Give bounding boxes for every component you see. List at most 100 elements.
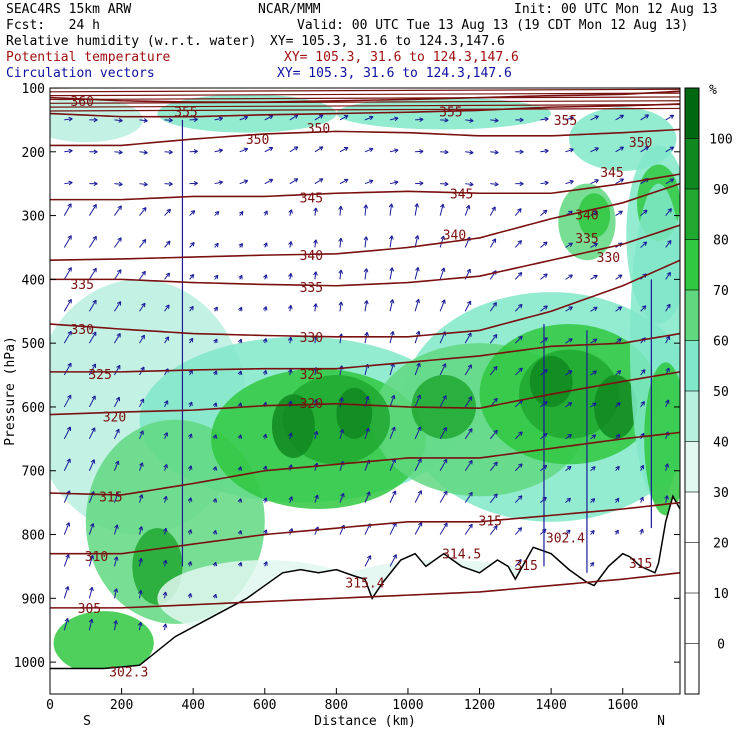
vector-arrow xyxy=(164,119,173,121)
vector-head xyxy=(262,433,268,439)
theta-line-strat xyxy=(50,100,680,104)
vector-arrow xyxy=(389,203,393,216)
vector-head xyxy=(141,238,147,244)
vector-head xyxy=(188,433,193,438)
vector-head xyxy=(168,149,173,155)
vector-arrow xyxy=(389,395,395,408)
vector-head xyxy=(162,559,168,565)
vector-head xyxy=(165,304,170,309)
theta-label: 315 xyxy=(479,514,502,529)
vector-arrow xyxy=(364,427,370,440)
vector-head xyxy=(287,336,293,342)
vector-head xyxy=(92,331,97,337)
vector-head xyxy=(494,181,499,187)
vector-head xyxy=(594,115,599,120)
vector-head xyxy=(566,529,571,535)
y-tick-label: 300 xyxy=(22,210,45,225)
vector-head xyxy=(568,274,573,279)
vector-head xyxy=(164,336,170,341)
plot-frame xyxy=(49,87,681,695)
vector-head xyxy=(93,149,98,155)
colorbar: 0 10 20 30 40 50 60 70 80 90 100% xyxy=(684,83,733,695)
colorbar-swatch xyxy=(685,189,699,240)
vector-head xyxy=(589,561,595,567)
vector-head xyxy=(444,149,449,155)
vector-head xyxy=(440,203,445,209)
x-tick-label: 0 xyxy=(46,698,54,713)
vector-head xyxy=(639,496,644,502)
vector-arrow xyxy=(464,205,470,216)
theta-label: 340 xyxy=(300,249,323,264)
vector-head xyxy=(442,426,447,432)
vector-head xyxy=(140,366,145,372)
vector-arrow xyxy=(514,303,523,312)
vector-arrow xyxy=(464,300,472,312)
vector-head xyxy=(364,300,369,305)
colorbar-label: 80 xyxy=(713,234,729,249)
vector-head xyxy=(293,114,299,119)
vector-head xyxy=(137,621,143,627)
colorbar-label: 100 xyxy=(709,133,732,148)
rh-shade-21 xyxy=(336,387,373,439)
vector-head xyxy=(288,273,293,278)
vector-head xyxy=(89,586,94,592)
vector-head xyxy=(366,555,372,560)
vector-head xyxy=(465,204,471,210)
vector-arrow xyxy=(113,588,118,599)
vector-head xyxy=(213,370,218,375)
x-tick-label: 200 xyxy=(110,698,133,713)
vector-head xyxy=(263,210,268,215)
vector-arrow xyxy=(540,305,548,312)
vector-arrow xyxy=(63,394,72,408)
vector-head xyxy=(390,394,396,400)
colorbar-label: 90 xyxy=(713,183,729,198)
vector-head xyxy=(518,431,523,436)
y-tick-label: 1000 xyxy=(14,656,45,671)
vector-head xyxy=(543,305,548,310)
vector-head xyxy=(164,400,169,405)
vector-arrow xyxy=(139,334,145,344)
vector-head xyxy=(288,432,293,437)
vector-head xyxy=(592,338,598,343)
vector-arrow xyxy=(640,209,648,216)
vector-arrow xyxy=(88,268,97,280)
vector-head xyxy=(491,238,497,243)
vector-head xyxy=(440,267,446,272)
vector-head xyxy=(117,205,122,210)
vector-arrow xyxy=(239,180,248,185)
vector-head xyxy=(641,305,647,310)
vector-arrow xyxy=(615,210,623,216)
colorbar-label: 0 xyxy=(717,638,725,653)
vector-arrow xyxy=(88,363,96,376)
vector-head xyxy=(65,554,70,559)
colorbar-label: 30 xyxy=(713,486,729,501)
vector-head xyxy=(444,181,449,187)
vector-arrow xyxy=(489,206,496,216)
vector-arrow xyxy=(214,117,223,121)
vector-head xyxy=(68,148,73,154)
x-tick-label: 1400 xyxy=(535,698,566,713)
theta-label: 335 xyxy=(70,278,93,293)
terrain-line xyxy=(50,494,680,670)
vector-head xyxy=(113,620,118,625)
vector-arrow xyxy=(565,497,571,504)
vector-head xyxy=(212,530,218,535)
vector-arrow xyxy=(640,241,648,248)
circulation-vectors xyxy=(63,114,675,631)
vector-head xyxy=(138,589,143,595)
vector-head xyxy=(67,267,72,272)
vector-arrow xyxy=(139,430,144,440)
vector-head xyxy=(313,239,318,244)
vector-arrow xyxy=(565,370,573,376)
vector-arrow xyxy=(615,146,624,153)
theta-label: 340 xyxy=(443,229,466,244)
theta-line-310 xyxy=(50,501,680,555)
vector-head xyxy=(288,400,293,405)
vector-head xyxy=(615,433,621,439)
vector-arrow xyxy=(64,150,73,153)
vector-head xyxy=(590,498,596,503)
vector-head xyxy=(89,554,95,560)
vector-head xyxy=(392,490,397,495)
vector-arrow xyxy=(114,205,122,216)
vector-arrow xyxy=(514,463,523,472)
